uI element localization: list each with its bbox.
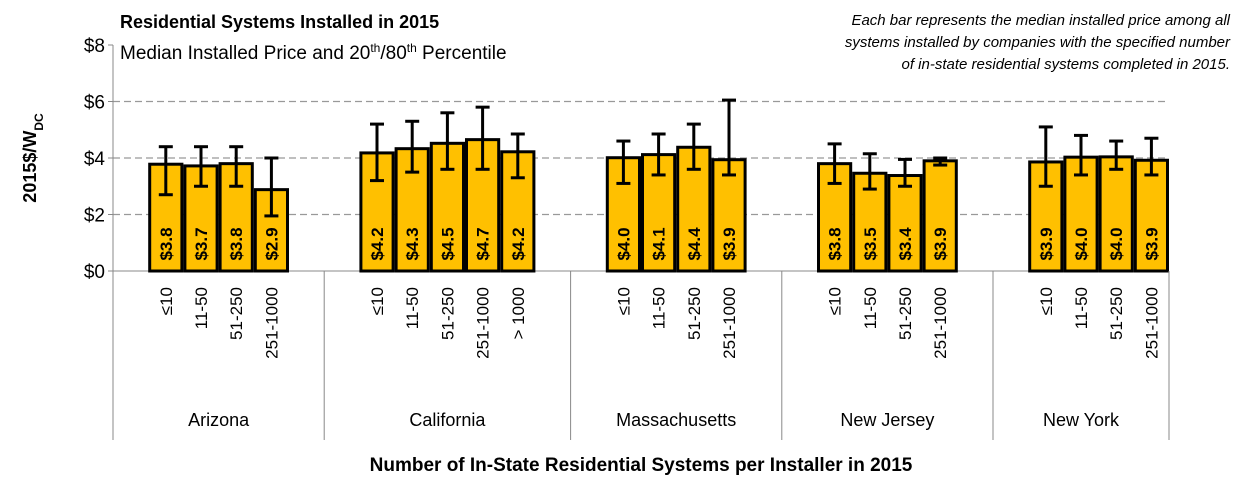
x-tick-label: 251-1000: [262, 287, 281, 359]
value-label: $4.1: [650, 227, 669, 260]
x-tick-label: > 1000: [509, 287, 528, 339]
x-tick-label: 11-50: [403, 287, 422, 329]
y-axis-title-sub: DC: [32, 113, 46, 131]
x-tick-label: ≤10: [157, 287, 176, 315]
x-tick-label: ≤10: [614, 287, 633, 315]
y-tick-label: $4: [84, 149, 106, 170]
x-tick-label: 11-50: [1072, 287, 1091, 329]
x-tick-label: 11-50: [650, 287, 669, 329]
subtitle-sup: th: [370, 41, 380, 55]
value-label: $3.7: [192, 227, 211, 260]
x-tick-label: 251-1000: [931, 287, 950, 359]
y-axis-title-main: 2015$/W: [20, 131, 40, 203]
annotation: of in-state residential systems complete…: [902, 56, 1231, 73]
subtitle-part: Median Installed Price and 20: [120, 43, 370, 64]
x-tick-label: 51-250: [896, 287, 915, 340]
x-tick-label: 51-250: [438, 287, 457, 340]
value-label: $3.9: [720, 227, 739, 260]
value-label: $2.9: [262, 227, 281, 260]
value-label: $4.5: [438, 227, 457, 260]
value-label: $4.4: [685, 227, 704, 261]
value-label: $3.8: [227, 227, 246, 260]
annotation: systems installed by companies with the …: [845, 34, 1231, 51]
bar: [887, 174, 923, 273]
x-tick-label: ≤10: [1037, 287, 1056, 315]
annotation: Each bar represents the median installed…: [851, 12, 1230, 29]
value-label: $4.3: [403, 227, 422, 260]
value-label: $3.8: [157, 227, 176, 260]
x-tick-label: ≤10: [368, 287, 387, 315]
chart-subtitle: Median Installed Price and 20th/80th Per…: [120, 41, 507, 64]
y-tick-label: $8: [84, 36, 105, 57]
value-label: $4.2: [368, 227, 387, 260]
x-tick-label: 251-1000: [720, 287, 739, 359]
x-axis-title: Number of In-State Residential Systems p…: [370, 455, 913, 476]
y-tick-label: $2: [84, 206, 105, 227]
group-label: New Jersey: [840, 410, 934, 430]
x-tick-label: 11-50: [861, 287, 880, 329]
subtitle-part: /80: [380, 43, 406, 64]
x-tick-label: 51-250: [227, 287, 246, 340]
subtitle-part: Percentile: [417, 43, 507, 64]
value-label: $4.0: [614, 227, 633, 260]
x-tick-label: 51-250: [1107, 287, 1126, 340]
value-label: $4.0: [1072, 227, 1091, 260]
chart-title: Residential Systems Installed in 2015: [120, 12, 439, 32]
value-label: $3.9: [1142, 227, 1161, 260]
value-label: $4.7: [474, 227, 493, 260]
value-label: $3.4: [896, 227, 915, 261]
value-label: $3.9: [931, 227, 950, 260]
group-label: New York: [1043, 410, 1120, 430]
bar: [711, 158, 747, 273]
x-tick-label: 251-1000: [1142, 287, 1161, 359]
x-tick-label: 51-250: [685, 287, 704, 340]
y-tick-label: $0: [84, 262, 105, 283]
x-tick-label: ≤10: [826, 287, 845, 315]
value-label: $4.0: [1107, 227, 1126, 260]
bar: [922, 159, 958, 273]
value-label: $4.2: [509, 227, 528, 260]
subtitle-sup: th: [407, 41, 417, 55]
value-label: $3.8: [826, 227, 845, 260]
x-tick-label: 251-1000: [474, 287, 493, 359]
x-tick-label: 11-50: [192, 287, 211, 329]
bar: [852, 171, 888, 273]
bar: [253, 188, 290, 273]
group-label: California: [409, 410, 486, 430]
group-label: Arizona: [188, 410, 250, 430]
y-tick-label: $6: [84, 93, 105, 114]
group-label: Massachusetts: [616, 410, 736, 430]
y-axis-title: 2015$/WDC: [20, 113, 46, 203]
value-label: $3.5: [861, 227, 880, 260]
value-label: $3.9: [1037, 227, 1056, 260]
